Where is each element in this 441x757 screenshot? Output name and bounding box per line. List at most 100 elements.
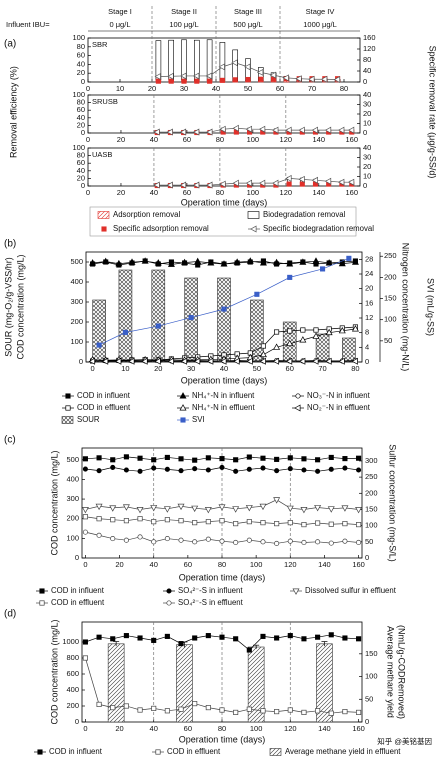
point xyxy=(258,125,266,133)
point xyxy=(206,357,214,365)
point xyxy=(206,128,213,136)
point xyxy=(96,701,102,707)
point xyxy=(205,72,213,80)
stage-name: Stage IV xyxy=(306,7,335,16)
point xyxy=(82,529,88,535)
x-tick-label: 60 xyxy=(184,560,192,569)
x-tick-label: 60 xyxy=(183,135,191,144)
y2-tick-label: 250 xyxy=(365,472,378,481)
point xyxy=(246,537,252,543)
x-tick-label: 30 xyxy=(187,364,195,373)
point xyxy=(285,174,292,182)
x-tick-label: 140 xyxy=(318,724,331,733)
x-tick-label: 60 xyxy=(184,724,192,733)
stage-dose: 0 μg/L xyxy=(109,20,130,29)
panel-label: (b) xyxy=(4,239,16,250)
point xyxy=(260,465,266,471)
point xyxy=(178,456,184,462)
point xyxy=(218,504,226,511)
point xyxy=(324,177,332,185)
y2-tick-label: 10 xyxy=(363,171,371,180)
point xyxy=(232,124,239,132)
point xyxy=(286,505,294,513)
point xyxy=(231,59,238,67)
point xyxy=(194,78,200,84)
point xyxy=(151,465,157,471)
legend-marker xyxy=(292,588,300,595)
legend-marker xyxy=(166,588,172,594)
x-tick-label: 100 xyxy=(247,188,260,197)
panel-label: (c) xyxy=(4,435,16,446)
bar xyxy=(342,337,356,363)
point xyxy=(218,63,225,71)
x-tick-label: 20 xyxy=(115,724,123,733)
legend-label: SO₄²⁻-S in influent xyxy=(178,586,243,595)
point xyxy=(177,503,185,511)
point xyxy=(298,126,305,134)
point xyxy=(164,633,170,639)
x-tick-label: 20 xyxy=(148,84,156,93)
x-tick-label: 120 xyxy=(284,560,297,569)
point xyxy=(233,636,239,642)
legend-label: SOUR xyxy=(77,415,100,424)
x-tick-label: 40 xyxy=(150,724,158,733)
point xyxy=(273,258,281,266)
point xyxy=(110,536,116,542)
point xyxy=(181,78,187,84)
point xyxy=(342,538,348,544)
y2-tick-label: 160 xyxy=(363,33,376,42)
y-tick-label: 0 xyxy=(81,181,85,190)
point xyxy=(192,457,198,463)
point xyxy=(273,343,281,350)
point xyxy=(356,455,362,461)
point xyxy=(260,708,266,714)
point xyxy=(205,705,211,711)
y-tick-label: 300 xyxy=(70,297,83,306)
y3-tick-label: 200 xyxy=(384,272,397,281)
legend-label: Dissolved sulfur in effluent xyxy=(305,586,397,595)
x-tick-label: 80 xyxy=(216,188,224,197)
point xyxy=(258,179,266,187)
y-axis-label: COD concentration (mg/L) xyxy=(15,254,25,359)
point xyxy=(315,520,321,526)
point xyxy=(82,655,88,661)
bar xyxy=(151,269,166,363)
point xyxy=(320,266,326,272)
point xyxy=(123,537,129,543)
x-tick-label: 0 xyxy=(86,135,90,144)
x-tick-label: 20 xyxy=(115,560,123,569)
point xyxy=(81,507,89,514)
x-tick-label: 0 xyxy=(83,724,87,733)
x-tick-label: 0 xyxy=(83,560,87,569)
point xyxy=(246,357,253,365)
point xyxy=(154,357,161,365)
bar xyxy=(250,299,264,363)
point xyxy=(123,467,129,473)
point xyxy=(205,633,211,639)
y2-tick-label: 40 xyxy=(363,143,371,152)
series-line xyxy=(157,127,352,133)
point xyxy=(246,519,252,525)
point xyxy=(82,466,88,472)
point xyxy=(295,75,302,83)
point xyxy=(137,635,143,641)
point xyxy=(298,175,305,183)
point xyxy=(256,68,264,76)
point xyxy=(342,456,348,462)
x-tick-label: 80 xyxy=(340,84,348,93)
point xyxy=(315,634,321,640)
y-tick-label: 60 xyxy=(77,51,85,60)
point xyxy=(137,455,143,461)
point xyxy=(338,326,346,334)
point xyxy=(102,257,110,264)
y2-label: Sulfur concentration (mg-S/L) xyxy=(388,444,398,562)
y-tick-label: 0 xyxy=(81,77,85,86)
point xyxy=(355,507,363,514)
y-tick-label: 400 xyxy=(70,277,83,286)
y-tick-label: 500 xyxy=(66,455,79,464)
point xyxy=(324,126,332,134)
point xyxy=(254,291,260,297)
point xyxy=(301,467,307,473)
y2-tick-label: 0 xyxy=(365,357,369,366)
point xyxy=(219,538,225,544)
